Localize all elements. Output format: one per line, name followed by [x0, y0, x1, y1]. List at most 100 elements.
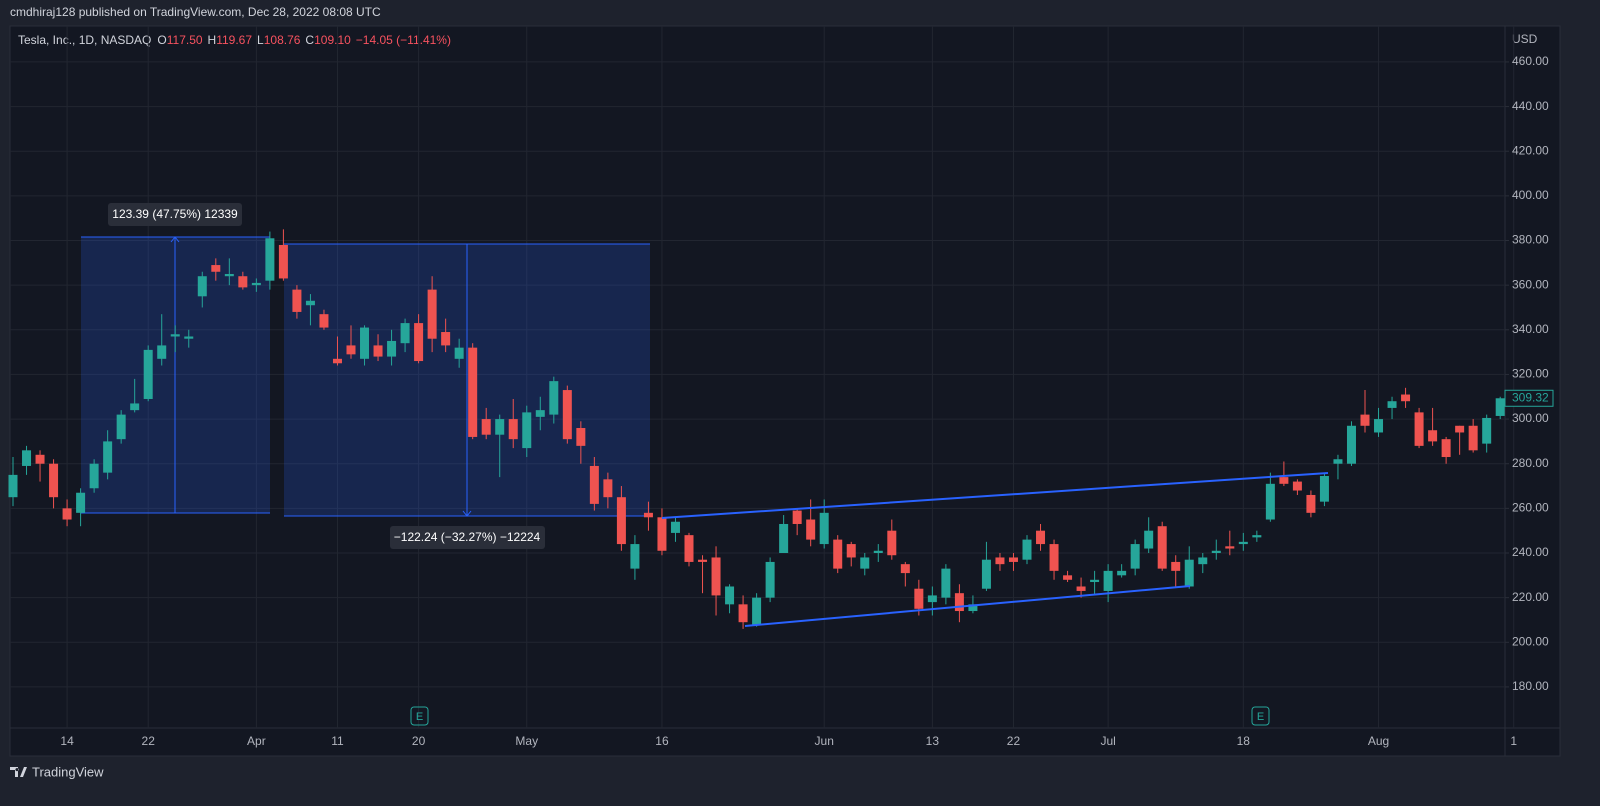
candle-body: [305, 300, 315, 306]
price-tag: 309.32: [1512, 390, 1549, 404]
x-tick-label: 22: [142, 734, 156, 748]
candle-body: [8, 474, 18, 498]
candle-body: [1103, 570, 1113, 591]
symbol: Tesla, Inc., 1D, NASDAQ: [18, 33, 151, 47]
ohlc-label: H: [208, 33, 217, 47]
ohlc-value: 119.67: [216, 33, 252, 47]
candle-body: [238, 276, 248, 288]
candle-body: [387, 340, 397, 357]
candle-body: [1401, 394, 1411, 402]
candle-body: [1036, 530, 1046, 545]
candle-body: [1117, 570, 1127, 576]
candle-body: [1252, 535, 1262, 538]
candle-body: [1482, 417, 1492, 444]
candle-body: [1157, 526, 1167, 569]
candle-body: [1008, 557, 1018, 562]
trend-line: [744, 585, 1191, 627]
y-tick-label: 320.00: [1512, 367, 1549, 381]
candle-body: [887, 530, 897, 556]
candle-body: [535, 410, 545, 417]
candle-body: [981, 559, 991, 589]
earnings-label[interactable]: E: [1257, 711, 1264, 723]
x-tick-label: 22: [1007, 734, 1021, 748]
candle-body: [711, 557, 721, 596]
candle-body: [616, 497, 626, 545]
candle-body: [752, 597, 762, 625]
candle-body: [941, 568, 951, 598]
candle-body: [1306, 494, 1316, 513]
candle-body: [427, 289, 437, 339]
candle-body: [130, 403, 140, 411]
candle-body: [1171, 561, 1181, 571]
ohlc-value: 117.50: [167, 33, 203, 47]
earnings-icon[interactable]: [1251, 706, 1270, 726]
candle-body: [1022, 539, 1032, 560]
candle-body: [833, 539, 843, 569]
candle-body: [522, 412, 532, 449]
candle-body: [116, 414, 126, 440]
x-tick-label: 16: [655, 734, 669, 748]
y-tick-label: 460.00: [1512, 54, 1549, 68]
candle-body: [549, 381, 559, 415]
candle-body: [1184, 559, 1194, 587]
ohlc-value: 109.10: [314, 33, 351, 47]
candle-body: [1387, 401, 1397, 408]
candle-body: [846, 544, 856, 558]
candle-body: [1292, 481, 1302, 491]
candle-body: [954, 593, 964, 612]
candle-body: [860, 557, 870, 569]
candle-body: [1076, 586, 1086, 591]
candle-body: [603, 479, 613, 498]
candle-body: [1495, 398, 1505, 416]
ohlc-value: 108.76: [264, 33, 301, 47]
candle-body: [278, 244, 288, 279]
candle-body: [562, 390, 572, 440]
y-tick-label: 180.00: [1512, 679, 1549, 693]
candle-body: [292, 289, 302, 312]
candle-body: [792, 510, 802, 524]
annotation-box: [390, 526, 545, 549]
candle-body: [373, 345, 383, 357]
x-tick-label: Jul: [1100, 734, 1115, 748]
candle-body: [873, 550, 883, 554]
candle-body: [968, 604, 978, 612]
candle-body: [1468, 425, 1478, 451]
candle-body: [508, 419, 518, 440]
candle-body: [1414, 412, 1424, 446]
candle-body: [1265, 483, 1275, 520]
earnings-icon[interactable]: [410, 706, 429, 726]
candle-body: [224, 273, 234, 277]
candle-body: [576, 428, 586, 446]
candle-body: [589, 465, 599, 504]
candle-body: [143, 349, 153, 399]
ohlc-label: O: [157, 33, 166, 47]
y-tick-label: 360.00: [1512, 277, 1549, 291]
candle-body: [454, 347, 464, 359]
candle-body: [1455, 425, 1465, 433]
candle-body: [197, 276, 207, 297]
chart-pane: [9, 25, 1561, 757]
candle-body: [211, 265, 221, 272]
candle-body: [1374, 419, 1384, 433]
y-tick-label: 340.00: [1512, 322, 1549, 336]
earnings-label[interactable]: E: [416, 711, 423, 723]
candle-body: [1063, 575, 1073, 580]
candle-body: [819, 512, 829, 545]
candle-body: [251, 282, 261, 286]
y-tick-label: 380.00: [1512, 233, 1549, 247]
x-tick-label: 11: [331, 734, 344, 748]
candle-body: [1319, 475, 1329, 502]
logo-icon: [10, 767, 27, 777]
candle-body: [995, 557, 1005, 565]
candle-body: [1333, 459, 1343, 464]
candle-body: [1360, 414, 1370, 426]
candle-body: [414, 323, 424, 362]
candle-body: [103, 441, 113, 473]
change: −14.05 (−11.41%): [356, 33, 451, 47]
candle-body: [698, 559, 708, 562]
x-tick-label: Apr: [247, 734, 266, 748]
candle-body: [62, 508, 72, 520]
y-tick-label: 300.00: [1512, 411, 1549, 425]
y-tick-label: 280.00: [1512, 456, 1549, 470]
